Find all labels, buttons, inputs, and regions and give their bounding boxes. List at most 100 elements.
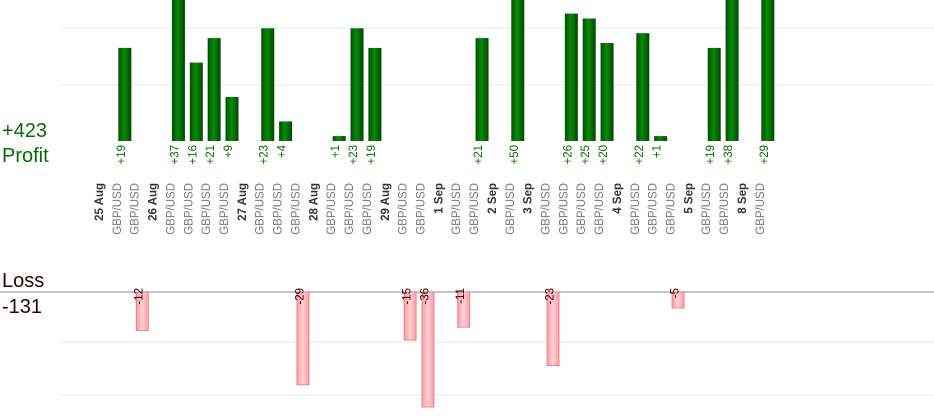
profit-value-label: +23: [348, 145, 360, 165]
profit-bar: [332, 136, 346, 141]
loss-bar: [296, 291, 310, 386]
loss-value-label: -11: [455, 288, 467, 304]
profit-total: +423: [2, 120, 48, 142]
profit-value-label: +9: [223, 145, 235, 158]
loss-value-label: -12: [134, 288, 146, 305]
profit-bar: [118, 47, 132, 141]
profit-value-label: +25: [580, 145, 592, 165]
pair-label: GBP/USD: [415, 183, 427, 235]
date-label: 25 Aug: [94, 183, 106, 221]
date-label: 28 Aug: [308, 183, 320, 221]
pair-label: GBP/USD: [130, 183, 142, 235]
date-label: 27 Aug: [237, 183, 249, 221]
pair-label: GBP/USD: [469, 183, 481, 235]
pair-label: GBP/USD: [594, 183, 606, 235]
date-label: 26 Aug: [148, 183, 160, 221]
date-label: 1 Sep: [433, 183, 445, 214]
date-label: 8 Sep: [737, 183, 749, 214]
profit-value-label: +16: [187, 145, 199, 165]
profit-bar: [511, 0, 525, 141]
profit-value-label: +50: [509, 145, 521, 165]
loss-value-label: -15: [402, 288, 414, 305]
date-label: 29 Aug: [380, 183, 392, 221]
pair-label: GBP/USD: [398, 183, 410, 235]
pair-label: GBP/USD: [112, 183, 124, 235]
profit-bar: [279, 121, 293, 141]
pair-label: GBP/USD: [344, 183, 356, 235]
loss-bar: [671, 291, 685, 309]
profit-bar: [636, 33, 650, 142]
pair-label: GBP/USD: [201, 183, 213, 235]
profit-bar: [654, 136, 668, 141]
pair-label: GBP/USD: [576, 183, 588, 235]
profit-value-label: +29: [759, 145, 771, 165]
profit-bar: [564, 13, 578, 142]
pair-label: GBP/USD: [451, 183, 463, 235]
profit-bar: [225, 96, 239, 141]
pair-label: GBP/USD: [183, 183, 195, 235]
pair-label: GBP/USD: [648, 183, 660, 235]
date-label: 3 Sep: [523, 183, 535, 214]
profit-bar: [171, 0, 185, 141]
profit-bars: [118, 0, 775, 142]
profit-bar: [707, 47, 721, 141]
date-label: 5 Sep: [683, 183, 695, 214]
profit-value-label: +21: [205, 145, 217, 165]
profit-bar: [582, 18, 596, 141]
loss-label: Loss: [2, 270, 45, 292]
profit-value-label: +4: [277, 144, 289, 158]
pair-label: GBP/USD: [255, 183, 267, 235]
loss-bar: [135, 291, 149, 331]
pair-label: GBP/USD: [755, 183, 767, 235]
pair-label: GBP/USD: [701, 183, 713, 235]
profit-bar: [475, 38, 489, 141]
pair-label: GBP/USD: [541, 183, 553, 235]
pair-label: GBP/USD: [630, 183, 642, 235]
pair-label: GBP/USD: [273, 183, 285, 235]
loss-bar: [403, 291, 417, 341]
profit-bar: [761, 0, 775, 141]
profit-value-label: +19: [366, 145, 378, 165]
pair-label: GBP/USD: [290, 183, 302, 235]
loss-value-label: -36: [419, 288, 431, 305]
date-label: 2 Sep: [487, 183, 499, 214]
profit-bar: [350, 28, 364, 141]
profit-value-label: +1: [330, 145, 342, 158]
pair-label: GBP/USD: [219, 183, 231, 235]
loss-bar: [457, 291, 471, 328]
profit-value-label: +23: [259, 145, 271, 165]
profit-bar: [189, 62, 203, 141]
loss-bar: [546, 291, 560, 366]
profit-value-label: +20: [598, 145, 610, 165]
profit-bar: [261, 28, 275, 141]
loss-value-label: -23: [545, 288, 557, 305]
profit-bar: [368, 47, 382, 141]
date-label: 4 Sep: [612, 183, 624, 214]
profit-bar: [725, 0, 739, 141]
loss-value-label: -5: [670, 288, 682, 298]
profit-value-label: +37: [169, 145, 181, 165]
pair-label: GBP/USD: [719, 183, 731, 235]
pair-label: GBP/USD: [505, 183, 517, 235]
pair-label: GBP/USD: [326, 183, 338, 235]
profit-bar: [600, 43, 614, 141]
profit-value-label: +1: [652, 145, 664, 158]
profit-value-label: +21: [473, 145, 485, 165]
profit-value-label: +38: [723, 145, 735, 165]
profit-value-label: +26: [562, 145, 574, 165]
pair-label: GBP/USD: [666, 183, 678, 235]
pair-label: GBP/USD: [165, 183, 177, 235]
loss-total: -131: [2, 296, 43, 318]
pair-label: GBP/USD: [558, 183, 570, 235]
profit-value-label: +19: [116, 145, 128, 165]
loss-bar: [421, 291, 435, 408]
pair-label: GBP/USD: [362, 183, 374, 235]
profit-value-label: +22: [634, 145, 646, 165]
axis-labels: 25 Aug GBP/USD +19 GBP/USD -12 26 Aug GBP/USD +…: [94, 144, 771, 304]
loss-value-label: -29: [294, 288, 306, 305]
loss-bars: [135, 291, 685, 408]
profit-bar: [207, 38, 221, 141]
profit-label: Profit: [2, 145, 49, 167]
profit-value-label: +19: [705, 145, 717, 165]
